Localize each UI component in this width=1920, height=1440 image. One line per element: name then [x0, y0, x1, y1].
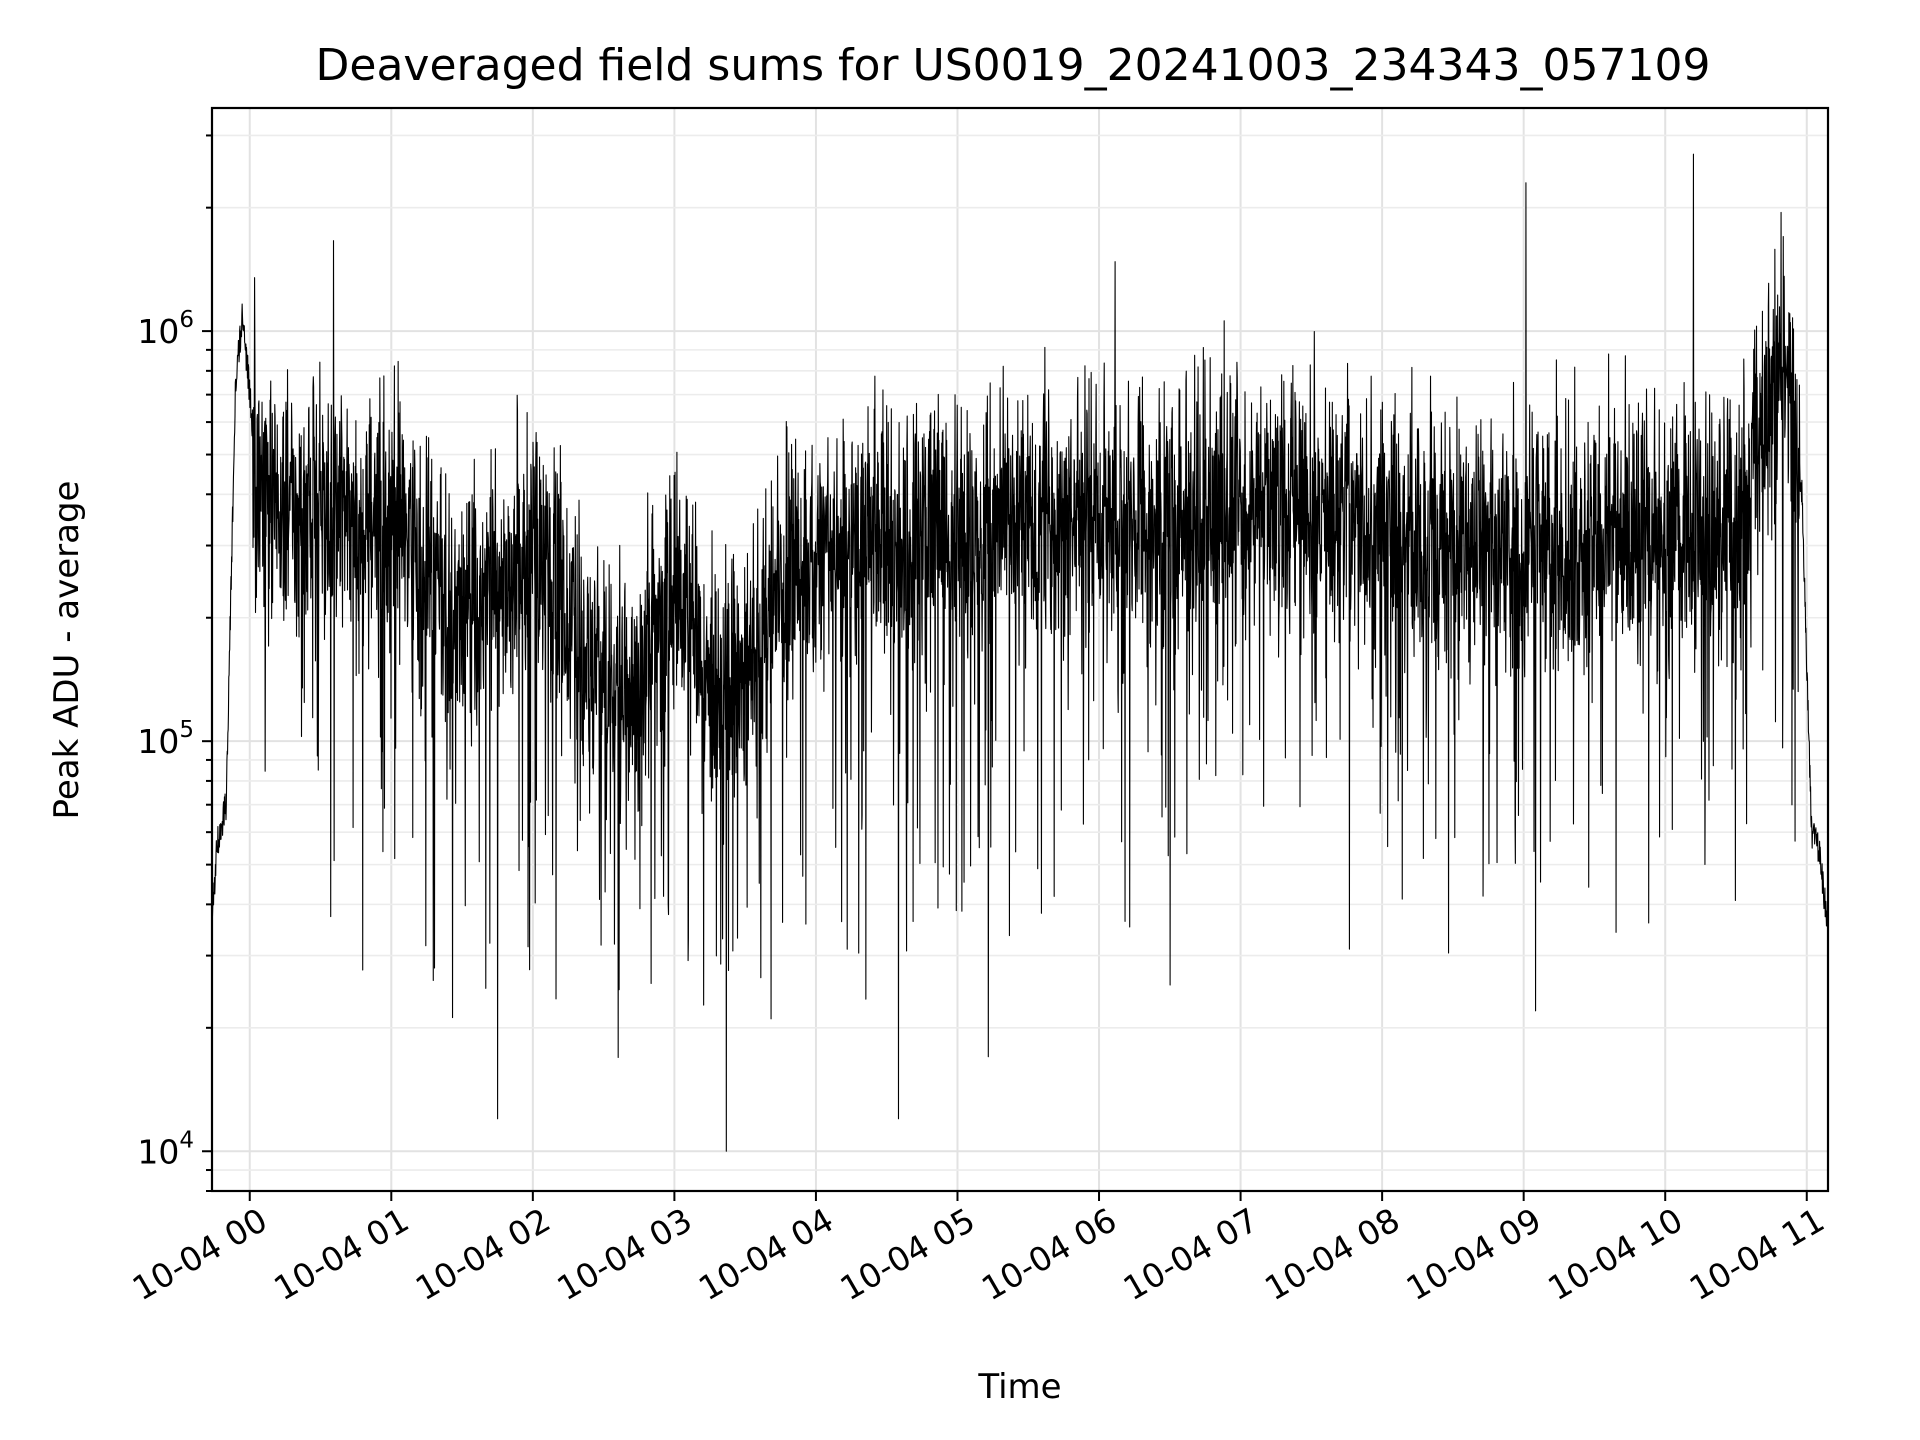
x-tick-label: 10-04 06 — [975, 1200, 1123, 1308]
x-tick-label: 10-04 04 — [692, 1200, 840, 1308]
x-tick-label: 10-04 10 — [1541, 1200, 1689, 1308]
y-axis-label: Peak ADU - average — [47, 481, 87, 820]
y-tick-label: 106 — [137, 307, 194, 351]
x-tick-label: 10-04 00 — [126, 1200, 274, 1308]
x-tick-label: 10-04 05 — [833, 1200, 981, 1308]
series-line — [212, 153, 1828, 1152]
x-tick-label: 10-04 03 — [550, 1200, 698, 1308]
data-series — [212, 153, 1828, 1152]
x-tick-label: 10-04 01 — [267, 1200, 415, 1308]
x-tick-label: 10-04 11 — [1683, 1200, 1831, 1308]
grid — [212, 108, 1828, 1192]
y-tick-label: 105 — [137, 717, 194, 761]
x-tick-label: 10-04 07 — [1117, 1200, 1265, 1308]
y-axis: 104 105 106 — [137, 134, 212, 1192]
x-axis-label: Time — [977, 1367, 1061, 1407]
plot-frame — [210, 106, 1830, 1193]
x-tick-label: 10-04 09 — [1400, 1200, 1548, 1308]
chart-title: Deaveraged field sums for US0019_2024100… — [316, 40, 1711, 91]
x-tick-label: 10-04 08 — [1258, 1200, 1406, 1308]
y-tick-label: 104 — [137, 1127, 194, 1171]
x-tick-label: 10-04 02 — [409, 1200, 557, 1308]
